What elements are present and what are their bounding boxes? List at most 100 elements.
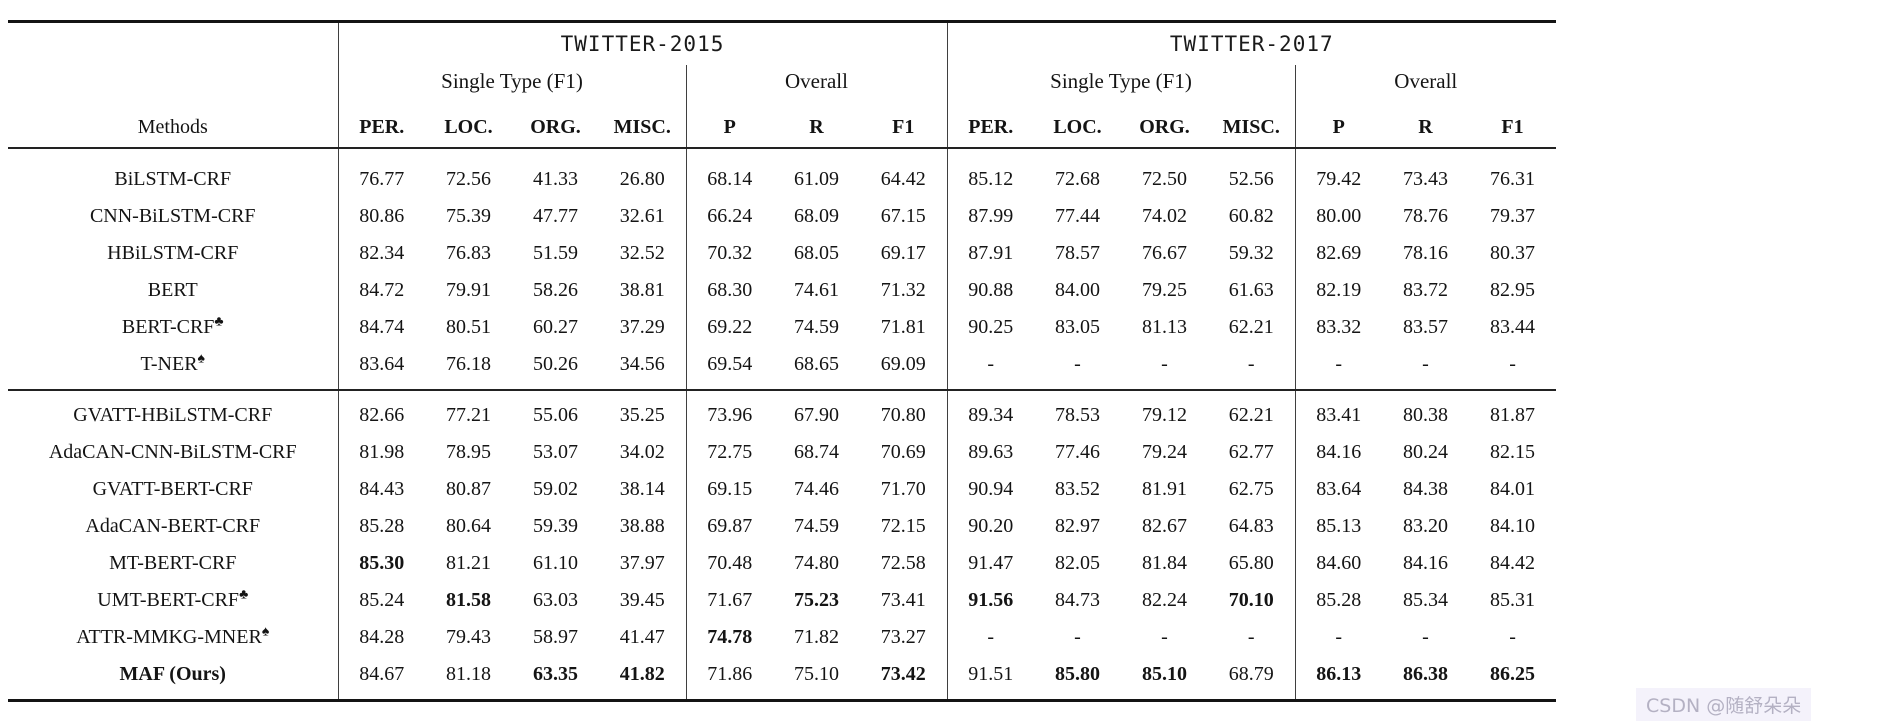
metric-value: - xyxy=(1422,353,1429,375)
metric-value: 80.64 xyxy=(446,515,491,537)
metric-value: 74.59 xyxy=(794,515,839,537)
metric-value: 89.63 xyxy=(946,434,1034,471)
header-row-datasets: Methods TWITTER-2015 TWITTER-2017 xyxy=(8,21,1557,149)
table-row: ATTR-MMKG-MNER♠ 84.28 79.43 58.97 41.47 74.78… xyxy=(8,619,1556,656)
metric-value: 83.52 xyxy=(1055,478,1100,500)
metric-value: 78.76 xyxy=(1403,205,1448,227)
metric-value: 71.82 xyxy=(794,626,839,648)
metric-value: 82.95 xyxy=(1490,279,1536,301)
metric-value: 79.91 xyxy=(446,279,491,301)
metric-value: 83.44 xyxy=(1490,316,1536,338)
metric-value: - xyxy=(946,619,1034,656)
metric-value: 76.18 xyxy=(446,353,491,375)
method-cell: GVATT-BERT-CRF xyxy=(8,471,339,508)
metric-value: 62.21 xyxy=(1228,316,1274,338)
metric-value: - xyxy=(946,346,1034,390)
dataset-title-twitter-2017: TWITTER-2017 xyxy=(946,21,1557,65)
metric-value: 35.25 xyxy=(599,389,686,434)
method-label: BERT xyxy=(147,279,198,301)
metric-value: 79.12 xyxy=(1121,389,1208,434)
metric-value: 52.56 xyxy=(1228,168,1274,190)
metric-value: 84.16 xyxy=(1403,552,1448,574)
metric-value: 82.05 xyxy=(1055,552,1100,574)
metric-value: 74.61 xyxy=(794,279,839,301)
metric-value: 78.16 xyxy=(1403,242,1448,264)
metric-value: 83.64 xyxy=(359,353,405,375)
metric-value: 37.97 xyxy=(619,552,665,574)
metric-value: 70.69 xyxy=(880,441,926,463)
metric-value: 62.75 xyxy=(1228,478,1274,500)
metric-value: 87.99 xyxy=(946,198,1034,235)
method-cell: T-NER♠ xyxy=(8,346,339,390)
metric-value: 63.03 xyxy=(533,589,578,611)
metric-value: 81.58 xyxy=(446,589,491,611)
metric-value: 32.52 xyxy=(619,242,665,264)
metric-value: - xyxy=(1074,626,1081,648)
metric-value: 72.75 xyxy=(685,434,773,471)
dataset-title-twitter-2015: TWITTER-2015 xyxy=(560,31,725,56)
col-header-f1-2017: F1 xyxy=(1469,97,1557,149)
metric-value: 82.69 xyxy=(1294,235,1382,272)
metric-value: 85.10 xyxy=(1142,663,1187,685)
metric-value: 83.05 xyxy=(1055,316,1100,338)
method-cell: MT-BERT-CRF xyxy=(8,545,339,582)
metric-value: 72.68 xyxy=(1055,168,1100,190)
metric-value: 71.70 xyxy=(880,478,926,500)
metric-value: 84.16 xyxy=(1294,434,1382,471)
table-row: UMT-BERT-CRF♣ 85.24 81.58 63.03 39.45 71.67 75… xyxy=(8,582,1556,619)
method-cell: GVATT-HBiLSTM-CRF xyxy=(8,389,339,434)
metric-value: 86.38 xyxy=(1403,663,1448,685)
metric-value: 72.58 xyxy=(880,552,926,574)
method-cell: BERT-CRF♣ xyxy=(8,309,339,346)
col-header-org-2017: ORG. xyxy=(1121,97,1208,149)
header-row-groups: Single Type (F1) Overall Single Type (F1… xyxy=(8,65,1557,97)
col-header-p-2017: P xyxy=(1294,97,1382,149)
metric-value: 81.98 xyxy=(359,441,405,463)
metric-value: 62.77 xyxy=(1228,441,1274,463)
metric-value: 87.91 xyxy=(946,235,1034,272)
metric-value: 82.19 xyxy=(1294,272,1382,309)
metric-value: 80.37 xyxy=(1490,242,1536,264)
metric-value: 70.48 xyxy=(685,545,773,582)
metric-value: 79.42 xyxy=(1294,148,1382,198)
metric-value: 78.53 xyxy=(1034,389,1121,434)
metric-value: 34.56 xyxy=(619,353,665,375)
method-label: BiLSTM-CRF xyxy=(114,168,232,190)
metric-value: 51.59 xyxy=(533,242,578,264)
metric-value: 90.25 xyxy=(946,309,1034,346)
metric-value: 69.09 xyxy=(880,353,926,375)
method-suit-mark: ♠ xyxy=(261,624,270,640)
metric-value: 69.54 xyxy=(685,346,773,390)
table-row: GVATT-HBiLSTM-CRF 82.66 77.21 55.06 35.25 73.… xyxy=(8,389,1557,434)
metric-value: - xyxy=(1509,626,1516,648)
metric-value: 74.46 xyxy=(794,478,839,500)
metric-value: - xyxy=(1294,619,1382,656)
col-header-r-2017: R xyxy=(1382,97,1469,149)
metric-value: 67.90 xyxy=(773,389,860,434)
table-row: AdaCAN-CNN-BiLSTM-CRF 81.98 78.95 53.07 34.0… xyxy=(8,434,1556,471)
metric-value: 80.51 xyxy=(446,316,491,338)
csdn-watermark: CSDN @随舒朵朵 xyxy=(1636,688,1812,721)
metric-value: - xyxy=(1247,626,1255,648)
metric-value: 26.80 xyxy=(619,168,665,190)
method-suit-mark: ♣ xyxy=(214,314,224,330)
metric-value: 70.80 xyxy=(860,389,947,434)
metric-value: 60.27 xyxy=(533,316,578,338)
metric-value: 79.24 xyxy=(1142,441,1187,463)
method-label: UMT-BERT-CRF xyxy=(97,589,240,611)
metric-value: - xyxy=(1509,353,1516,375)
metric-value: 38.81 xyxy=(619,279,665,301)
metric-value: 80.38 xyxy=(1382,389,1469,434)
metric-value: 83.57 xyxy=(1403,316,1448,338)
col-header-per-2015: PER. xyxy=(338,97,425,149)
metric-value: 79.37 xyxy=(1490,205,1536,227)
metric-value: 90.88 xyxy=(946,272,1034,309)
metric-value: 47.77 xyxy=(533,205,578,227)
metric-value: 73.42 xyxy=(880,663,926,685)
method-cell: HBiLSTM-CRF xyxy=(8,235,339,272)
metric-value: 85.13 xyxy=(1294,508,1382,545)
method-cell: ATTR-MMKG-MNER♠ xyxy=(8,619,339,656)
col-header-p-2015: P xyxy=(685,97,773,149)
metric-value: 83.64 xyxy=(1294,471,1382,508)
metric-value: 90.94 xyxy=(946,471,1034,508)
